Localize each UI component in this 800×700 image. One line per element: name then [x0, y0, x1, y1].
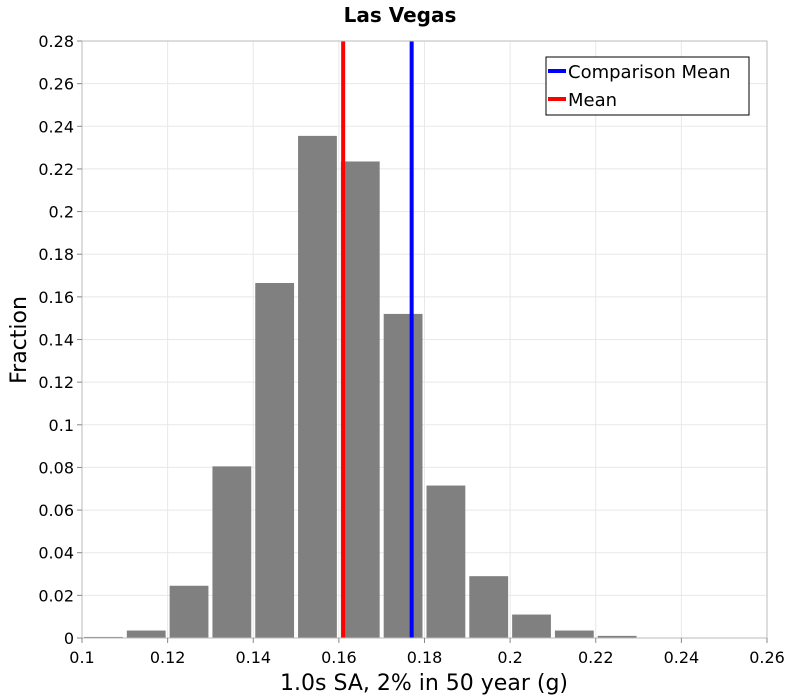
- x-tick-label: 0.1: [69, 648, 94, 667]
- bars: [84, 135, 765, 638]
- y-tick-label: 0.04: [38, 544, 74, 563]
- x-tick-label: 0.16: [321, 648, 357, 667]
- histogram-bar: [383, 313, 423, 638]
- histogram-bar: [255, 282, 295, 638]
- y-tick-label: 0: [64, 629, 74, 648]
- mean-lines: [341, 41, 414, 638]
- histogram-bar: [512, 614, 551, 638]
- y-tick-label: 0.12: [38, 373, 74, 392]
- grid-lines: [81, 40, 768, 639]
- x-axis-ticks: 0.1 0.12 0.14 0.16 0.18 0.2 0.22 0.24 0.26: [69, 638, 785, 667]
- y-tick-label: 0.14: [38, 331, 74, 350]
- y-tick-label: 0.18: [38, 245, 74, 264]
- y-axis-title: Fraction: [7, 296, 32, 384]
- y-axis-ticks: 0 0.02 0.04 0.06 0.08 0.1 0.12 0.14 0.16 0.18 0.2 0…: [38, 32, 82, 648]
- y-tick-label: 0.22: [38, 160, 74, 179]
- histogram-bar: [469, 576, 509, 638]
- legend: Comparison Mean Mean: [545, 56, 750, 116]
- chart-title: Las Vegas: [344, 3, 457, 27]
- y-tick-label: 0.24: [38, 117, 74, 136]
- y-tick-label: 0.06: [38, 501, 74, 520]
- histogram-bar: [426, 485, 466, 638]
- y-tick-label: 0.16: [38, 288, 74, 307]
- x-tick-label: 0.26: [749, 648, 785, 667]
- legend-label-mean: Mean: [568, 90, 617, 111]
- x-tick-label: 0.14: [235, 648, 271, 667]
- y-tick-label: 0.2: [49, 203, 74, 222]
- y-tick-label: 0.1: [49, 416, 74, 435]
- histogram-bar: [84, 636, 123, 638]
- histogram-bar: [212, 466, 252, 638]
- x-axis-title: 1.0s SA, 2% in 50 year (g): [280, 671, 568, 696]
- x-tick-label: 0.24: [664, 648, 700, 667]
- histogram-bar: [597, 635, 637, 638]
- histogram-bar: [298, 135, 337, 638]
- y-tick-label: 0.26: [38, 75, 74, 94]
- histogram-bar: [126, 630, 166, 638]
- legend-label-comparison-mean: Comparison Mean: [568, 62, 731, 83]
- x-tick-label: 0.2: [497, 648, 522, 667]
- x-tick-label: 0.12: [150, 648, 186, 667]
- legend-box: [545, 56, 750, 116]
- histogram-bar: [340, 161, 380, 638]
- x-tick-label: 0.18: [407, 648, 443, 667]
- histogram-bar: [169, 585, 209, 638]
- x-tick-label: 0.22: [578, 648, 614, 667]
- y-tick-label: 0.02: [38, 586, 74, 605]
- histogram-bar: [554, 630, 594, 638]
- y-tick-label: 0.28: [38, 32, 74, 51]
- y-tick-label: 0.08: [38, 458, 74, 477]
